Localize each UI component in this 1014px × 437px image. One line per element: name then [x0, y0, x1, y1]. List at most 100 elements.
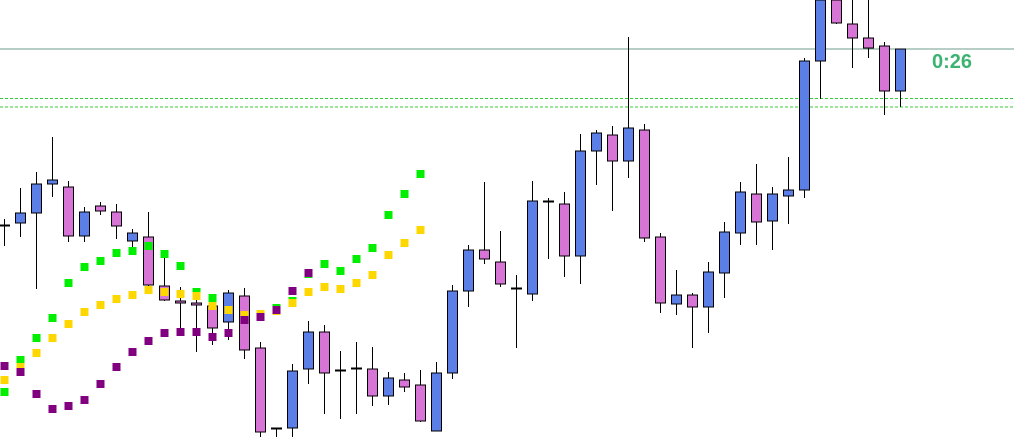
indicator-dot — [112, 295, 121, 303]
indicator-dot — [80, 263, 89, 271]
candle-body — [15, 212, 26, 224]
indicator-dot — [400, 239, 409, 247]
indicator-dot — [32, 390, 41, 398]
candle-body — [815, 0, 826, 62]
indicator-dot — [0, 376, 9, 384]
indicator-dot — [336, 267, 345, 275]
indicator-dot — [48, 405, 57, 413]
candle-3 — [31, 172, 42, 289]
candle-35 — [543, 198, 554, 259]
candle-body — [191, 302, 202, 306]
candle-45 — [703, 262, 714, 333]
candle-36 — [559, 192, 570, 277]
indicator-dot — [0, 388, 9, 396]
indicator-dot — [416, 170, 425, 178]
indicator-dot — [320, 283, 329, 291]
candle-body — [895, 48, 906, 92]
candle-body — [863, 37, 874, 49]
candle-body — [511, 287, 522, 290]
candle-8 — [111, 204, 122, 239]
candle-19 — [287, 364, 298, 437]
candle-body — [319, 331, 330, 374]
candle-timer-label: 0:26 — [932, 51, 973, 73]
candle-49 — [767, 187, 778, 250]
indicator-dot — [128, 247, 137, 255]
candle-2 — [15, 188, 26, 237]
candle-56 — [879, 42, 890, 115]
indicator-dots-layer — [0, 170, 425, 413]
indicator-dot — [224, 306, 233, 314]
indicator-dot — [16, 363, 25, 371]
dot-series-3 — [0, 269, 313, 413]
candle-30 — [463, 245, 474, 307]
candle-body — [831, 0, 842, 24]
indicator-dot — [32, 349, 41, 357]
candle-body — [559, 203, 570, 257]
indicator-dot — [320, 260, 329, 268]
candle-body — [31, 183, 42, 214]
candle-37 — [575, 134, 586, 284]
candle-body — [495, 261, 506, 285]
candle-52 — [815, 0, 826, 99]
candle-body — [0, 224, 10, 227]
candle-body — [255, 347, 266, 433]
candle-body — [799, 60, 810, 191]
candle-body — [79, 211, 90, 237]
candle-32 — [495, 231, 506, 287]
candle-7 — [95, 202, 106, 215]
indicator-dot — [16, 356, 25, 364]
candle-body — [63, 186, 74, 237]
candle-body — [735, 191, 746, 234]
candle-42 — [655, 233, 666, 313]
indicator-dot — [208, 302, 217, 310]
candle-6 — [79, 207, 90, 242]
candle-body — [607, 134, 618, 162]
indicator-dot — [80, 308, 89, 316]
candle-body — [703, 271, 714, 308]
dot-series-1 — [0, 170, 425, 396]
indicator-dot — [208, 294, 217, 302]
candle-18 — [271, 427, 282, 437]
candle-body — [367, 368, 378, 397]
indicator-dot — [416, 226, 425, 234]
candle-body — [527, 200, 538, 295]
indicator-dot — [112, 363, 121, 371]
candle-body — [751, 193, 762, 223]
indicator-dot — [16, 368, 25, 376]
indicator-dot — [352, 255, 361, 263]
indicator-dot — [176, 290, 185, 298]
candle-body — [383, 377, 394, 397]
candle-4 — [47, 137, 58, 197]
candle-body — [399, 379, 410, 388]
candle-1 — [0, 219, 10, 246]
candle-48 — [751, 164, 762, 245]
indicator-dot — [144, 337, 153, 345]
indicator-dot — [96, 301, 105, 309]
indicator-dot — [64, 279, 73, 287]
candle-26 — [399, 373, 410, 392]
candle-body — [95, 205, 106, 212]
candle-body — [639, 129, 650, 239]
candle-39 — [607, 126, 618, 211]
candle-body — [767, 193, 778, 222]
candle-body — [783, 189, 794, 197]
candle-44 — [687, 293, 698, 348]
indicator-dot — [176, 328, 185, 336]
candle-body — [111, 211, 122, 227]
candle-body — [143, 236, 154, 286]
candle-body — [335, 369, 346, 372]
candle-46 — [719, 222, 730, 298]
candle-17 — [255, 342, 266, 437]
indicator-dot — [192, 328, 201, 336]
candle-body — [127, 232, 138, 242]
candle-40 — [623, 37, 634, 178]
candle-body — [575, 150, 586, 257]
indicator-dot — [160, 250, 169, 258]
indicator-dot — [336, 285, 345, 293]
candle-13 — [191, 294, 202, 352]
indicator-dot — [192, 292, 201, 300]
dot-series-2 — [0, 226, 425, 384]
indicator-dot — [32, 334, 41, 342]
indicator-dot — [112, 249, 121, 257]
